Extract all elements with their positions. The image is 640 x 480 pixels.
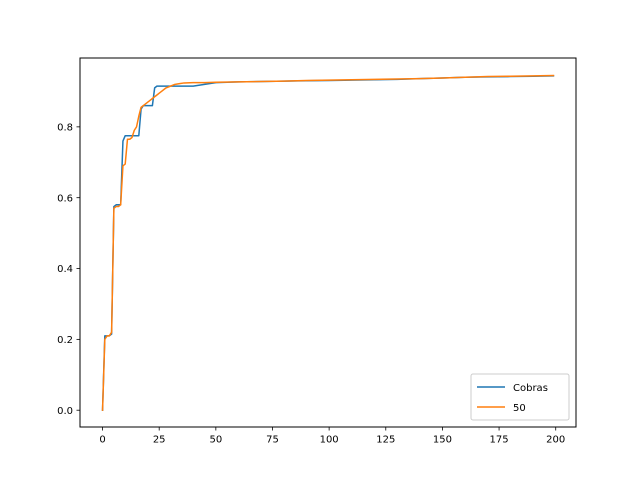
- plot-area-frame: [79, 57, 577, 428]
- y-tick-label: 0.6: [57, 193, 73, 204]
- y-tick-label: 0.4: [57, 264, 73, 275]
- x-tick-label: 50: [209, 435, 222, 446]
- series-layer: [101, 74, 555, 411]
- x-tick-label: 25: [153, 435, 166, 446]
- y-tick-label: 0.2: [57, 335, 73, 346]
- y-tick-label: 0.8: [57, 122, 73, 133]
- x-tick-label: 100: [320, 435, 339, 446]
- x-tick-label: 125: [376, 435, 395, 446]
- legend-label-1: 50: [513, 403, 526, 414]
- x-tick-label: 200: [546, 435, 565, 446]
- legend-box: [470, 373, 570, 421]
- series-line-1: [101, 74, 555, 411]
- y-tick-label: 0.0: [57, 406, 73, 417]
- x-tick-label: 150: [433, 435, 452, 446]
- x-tick-label: 175: [490, 435, 509, 446]
- y-axis: 0.0 0.2 0.4 0.6 0.8: [57, 122, 80, 417]
- x-tick-label: 75: [266, 435, 279, 446]
- x-tick-label: 0: [99, 435, 105, 446]
- legend: Cobras 50: [470, 373, 570, 421]
- legend-label-0: Cobras: [513, 383, 548, 394]
- x-axis: 0 25 50 75 100 125 150 175 200: [99, 427, 565, 446]
